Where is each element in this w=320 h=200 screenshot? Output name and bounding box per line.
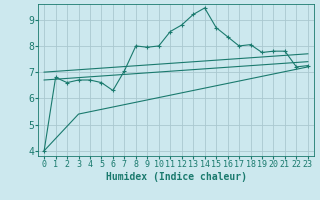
- X-axis label: Humidex (Indice chaleur): Humidex (Indice chaleur): [106, 172, 246, 182]
